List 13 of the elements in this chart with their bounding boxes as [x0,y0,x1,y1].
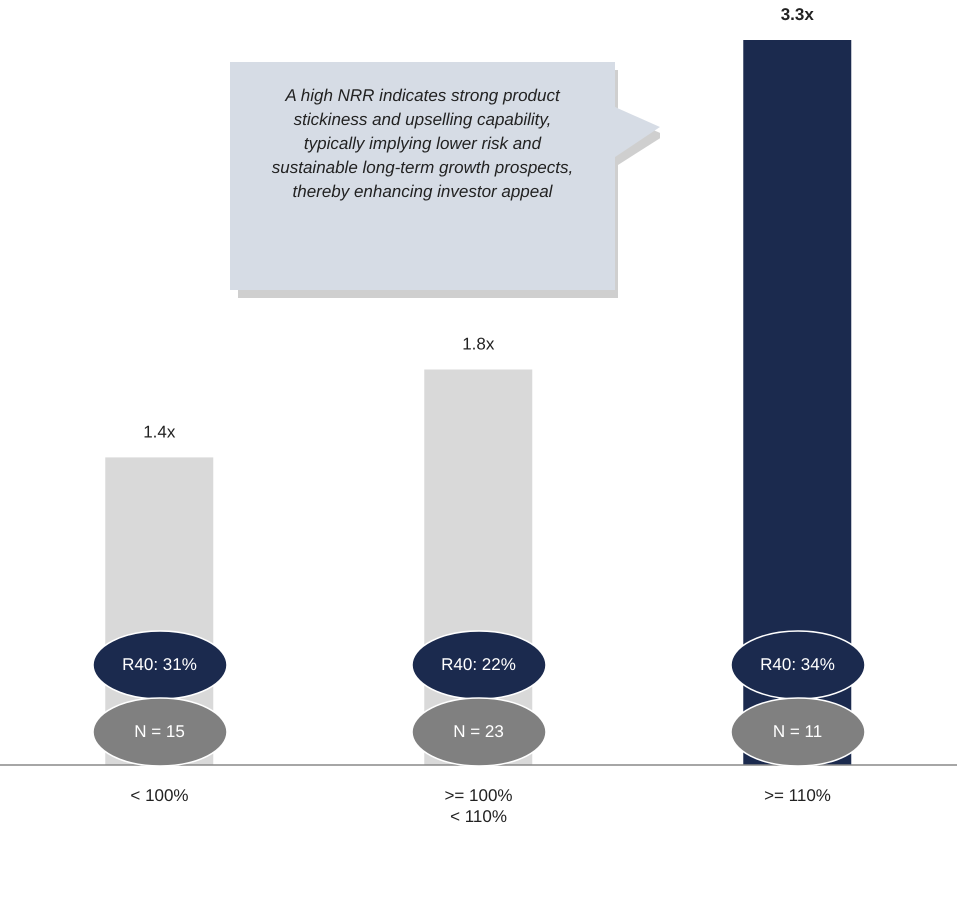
data-label: 1.4x [143,422,176,442]
data-label: 1.8x [462,334,495,354]
annotation: R40: 31% [122,655,197,675]
annotation: A high NRR indicates strong product stickiness and upselling capability, typically implying lower risk and sustainable long-term growth prospects, thereby enhancing investor appeal [270,85,574,203]
annotation: N = 15 [134,722,185,742]
annotation: N = 23 [453,722,504,742]
annotation: R40: 22% [441,655,516,675]
annotation: N = 11 [772,722,822,742]
x-tick-label: >= 110% [764,786,831,805]
annotation: R40: 34% [760,655,835,675]
x-tick-label: >= 100% < 110% [444,786,513,826]
x-tick-label: < 100% [130,786,189,805]
data-label: 3.3x [780,5,814,24]
